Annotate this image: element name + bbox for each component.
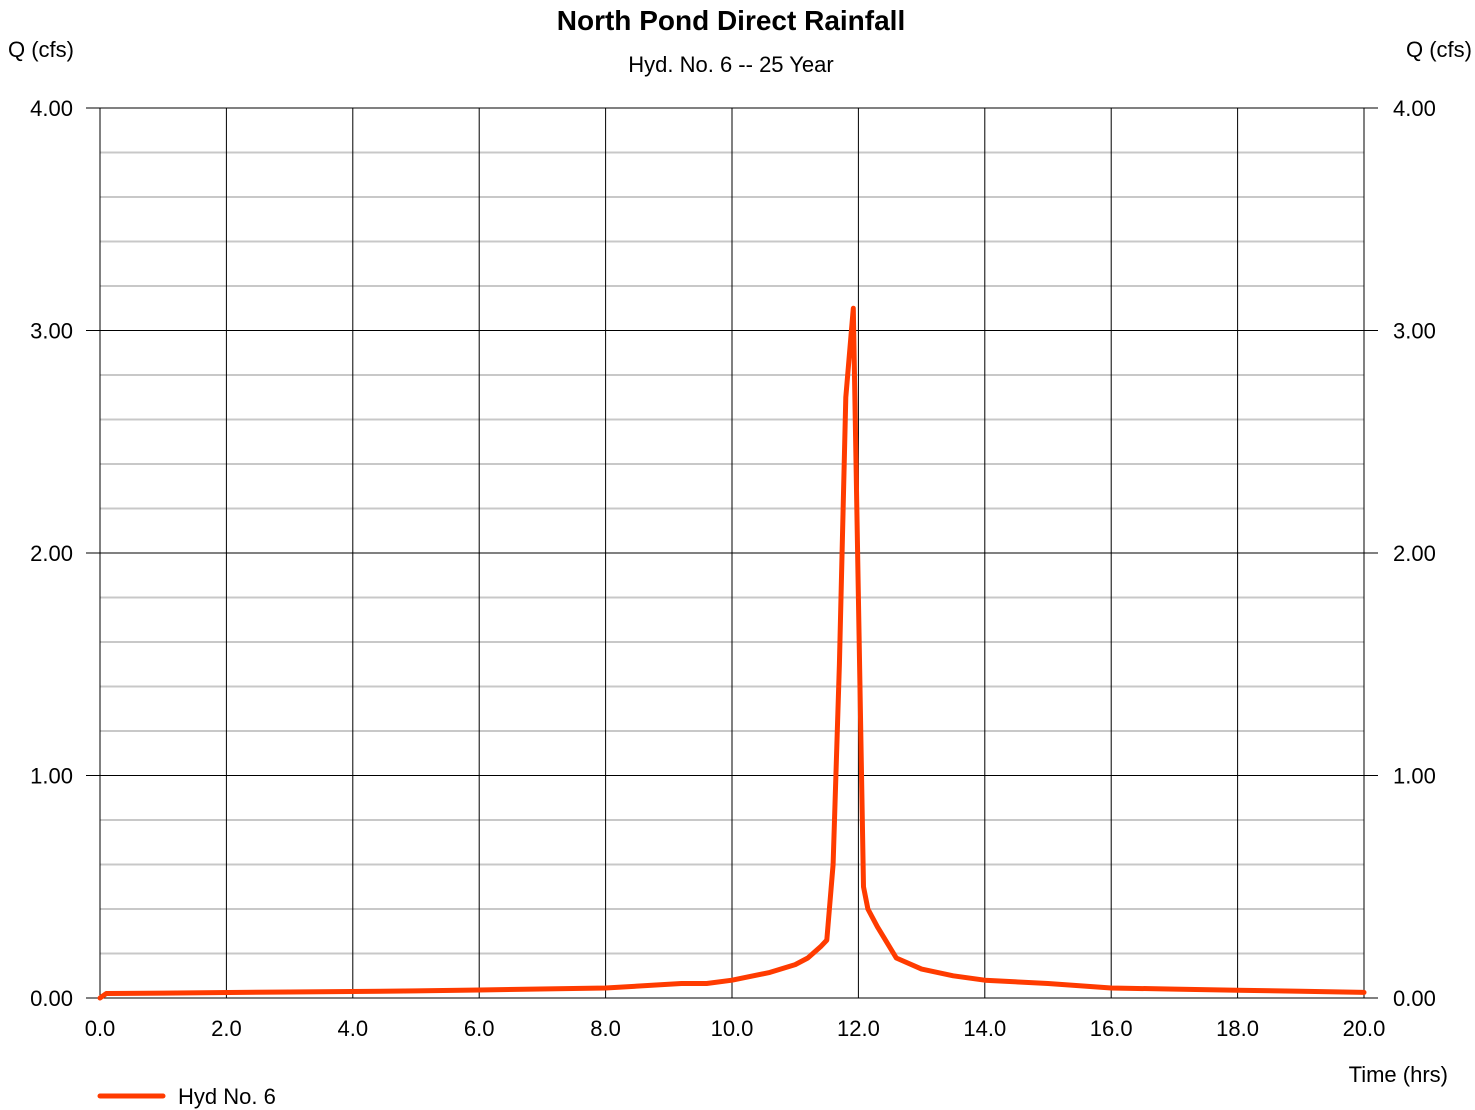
y-tick-label-right: 1.00 xyxy=(1393,764,1436,789)
y-tick-label-left: 1.00 xyxy=(30,764,73,789)
y-tick-label-right: 3.00 xyxy=(1393,319,1436,344)
x-tick-label: 10.0 xyxy=(711,1016,754,1041)
x-tick-label: 4.0 xyxy=(338,1016,369,1041)
x-tick-label: 18.0 xyxy=(1216,1016,1259,1041)
y-tick-label-left: 4.00 xyxy=(30,96,73,121)
grid xyxy=(99,107,1365,999)
tick-labels: 0.00 0.001.00 1.002.00 2.003.00 3.004.00 4.00… xyxy=(30,96,1436,1041)
y-axis-label-right: Q (cfs) xyxy=(1406,37,1472,62)
x-tick-label: 2.0 xyxy=(211,1016,242,1041)
x-tick-label: 16.0 xyxy=(1090,1016,1133,1041)
y-tick-label-left: 2.00 xyxy=(30,541,73,566)
x-tick-label: 20.0 xyxy=(1343,1016,1386,1041)
x-tick-label: 0.0 xyxy=(85,1016,116,1041)
y-tick-label-left: 0.00 xyxy=(30,986,73,1011)
x-tick-label: 14.0 xyxy=(963,1016,1006,1041)
y-axis-label-left: Q (cfs) xyxy=(8,37,74,62)
x-axis-label: Time (hrs) xyxy=(1349,1062,1448,1087)
y-tick-label-left: 3.00 xyxy=(30,319,73,344)
y-tick-label-right: 4.00 xyxy=(1393,96,1436,121)
y-tick-label-right: 2.00 xyxy=(1393,541,1436,566)
chart-subtitle: Hyd. No. 6 -- 25 Year xyxy=(628,52,833,77)
chart-title: North Pond Direct Rainfall xyxy=(557,5,905,36)
x-tick-label: 12.0 xyxy=(837,1016,880,1041)
series-line-hyd-no-6 xyxy=(97,305,1367,1001)
series-lines xyxy=(97,305,1367,1001)
y-tick-label-right: 0.00 xyxy=(1393,986,1436,1011)
x-tick-label: 6.0 xyxy=(464,1016,495,1041)
x-tick-label: 8.0 xyxy=(590,1016,621,1041)
legend-label: Hyd No. 6 xyxy=(178,1084,276,1109)
legend: Hyd No. 6 xyxy=(97,1084,276,1109)
